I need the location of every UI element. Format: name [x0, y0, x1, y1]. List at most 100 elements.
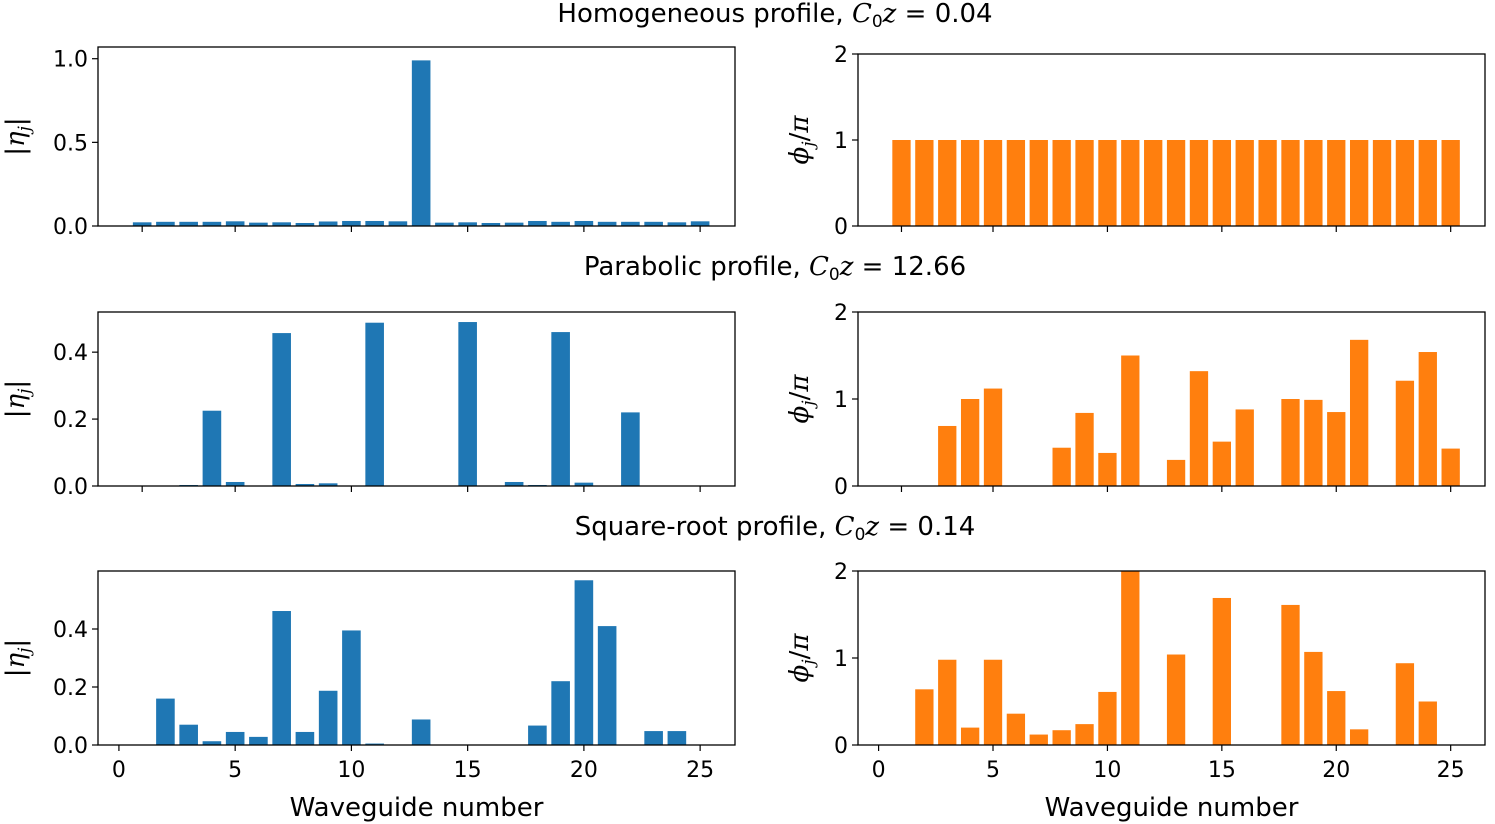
bar-row1-right-7	[1029, 140, 1048, 226]
bar-row1-left-4	[202, 221, 222, 226]
bar-row1-right-12	[1144, 140, 1163, 226]
xtick-label-row3-right-4: 20	[1322, 758, 1350, 783]
bar-row1-left-3	[179, 221, 198, 226]
ytick-label-row2-right-0: 0	[834, 475, 848, 500]
bar-row1-right-10	[1098, 140, 1117, 226]
bar-row3-right-2	[915, 689, 934, 745]
bar-row1-left-17	[504, 222, 524, 226]
ytick-label-row1-right-1: 1	[834, 129, 848, 154]
bar-row2-right-16	[1235, 409, 1254, 486]
bar-row3-right-3	[938, 659, 957, 745]
bar-row2-right-13	[1166, 459, 1186, 486]
bar-row3-left-3	[179, 724, 198, 745]
bar-row1-right-6	[1006, 140, 1026, 226]
ytick-label-row2-left-2: 0.4	[53, 341, 88, 366]
bar-row2-left-22	[621, 412, 640, 486]
bar-row3-left-20	[574, 580, 594, 745]
ytick-label-row1-right-0: 0	[834, 215, 848, 240]
bar-row2-right-18	[1281, 399, 1300, 486]
bar-row1-right-14	[1189, 140, 1209, 226]
bar-row1-left-1	[132, 222, 152, 226]
xlabel-row3-left: Waveguide number	[290, 793, 544, 823]
xtick-label-row3-right-3: 15	[1208, 758, 1236, 783]
panel-row2-right: 0 1 2 ϕj/π	[785, 301, 1486, 500]
bar-row2-right-9	[1075, 412, 1094, 486]
bar-row1-right-2	[915, 140, 934, 226]
bar-row1-right-18	[1281, 140, 1300, 226]
row-title-3: Square-root profile, C0z = 0.14	[575, 512, 976, 545]
xtick-label-row3-right-1: 5	[986, 758, 1000, 783]
bar-row3-right-5	[983, 659, 1003, 745]
bar-row1-left-6	[249, 222, 268, 226]
bar-row3-left-9	[318, 690, 338, 745]
bar-row1-right-20	[1327, 140, 1346, 226]
ytick-label-row2-left-1: 0.2	[53, 408, 88, 433]
bar-row3-right-23	[1395, 663, 1415, 745]
bar-row1-left-10	[342, 220, 361, 226]
bar-row2-right-8	[1052, 447, 1071, 486]
ylabel-row1-left: |ηj|	[1, 117, 35, 155]
bar-row3-right-21	[1349, 729, 1369, 745]
bar-row3-right-7	[1029, 734, 1048, 745]
xtick-label-row3-right-2: 10	[1093, 758, 1121, 783]
bar-row3-left-2	[156, 698, 175, 745]
bar-row3-right-9	[1075, 724, 1094, 745]
bar-row2-right-10	[1098, 452, 1117, 486]
bar-row2-left-5	[225, 481, 245, 486]
bar-row1-right-19	[1304, 140, 1323, 226]
bar-row1-right-8	[1052, 140, 1071, 226]
bar-row1-right-11	[1121, 140, 1140, 226]
bar-row1-right-17	[1258, 140, 1277, 226]
bar-row1-right-3	[938, 140, 957, 226]
panel-row2-left: 0.0 0.2 0.4 |ηj|	[1, 311, 736, 500]
bar-row1-right-4	[960, 140, 980, 226]
bar-row1-right-24	[1418, 140, 1437, 226]
bar-row1-left-14	[435, 222, 454, 226]
bar-row3-left-24	[667, 731, 687, 745]
bar-row1-right-22	[1372, 140, 1392, 226]
bar-row3-left-5	[225, 731, 245, 745]
axes-frame-row2-left	[97, 311, 736, 487]
bar-row3-left-7	[272, 611, 291, 745]
bar-row1-left-12	[388, 221, 408, 226]
ytick-label-row3-left-2: 0.4	[53, 618, 88, 643]
bar-row2-right-21	[1349, 339, 1369, 486]
ytick-label-row3-right-0: 0	[834, 734, 848, 759]
ytick-label-row1-left-1: 0.5	[53, 131, 88, 156]
bar-row1-left-19	[551, 221, 570, 226]
bar-row2-right-3	[938, 425, 957, 486]
ytick-label-row1-left-0: 0.0	[53, 215, 88, 240]
ytick-label-row3-right-1: 1	[834, 647, 848, 672]
bar-row3-left-21	[597, 626, 617, 745]
bar-row2-right-14	[1189, 371, 1209, 486]
xlabel-row3-right: Waveguide number	[1045, 793, 1299, 823]
bar-row3-right-11	[1121, 571, 1140, 745]
bar-row1-right-9	[1075, 140, 1094, 226]
bar-row3-right-6	[1006, 713, 1026, 745]
chart-panels: 0.0 0.5 1.0 |ηj| 0 1 2 ϕj/π 0.0 0.2 0.4 |ηj| 0 1 2 ϕj/π…	[1, 43, 1486, 823]
ytick-label-row3-left-1: 0.2	[53, 676, 88, 701]
axes-frame-row3-left	[97, 570, 736, 746]
bar-row3-right-18	[1281, 604, 1300, 745]
bar-row2-right-15	[1212, 441, 1231, 486]
ylabel-row2-right: ϕj/π	[785, 374, 819, 424]
bar-row2-left-20	[574, 482, 594, 486]
bar-row1-right-1	[892, 140, 911, 226]
bar-row1-left-13	[411, 60, 431, 226]
bar-row2-left-8	[295, 483, 315, 486]
panel-row3-left: 0.0 0.2 0.4 0 5 10 15 20 25 |ηj| Waveguide number	[1, 570, 736, 823]
bar-row1-right-13	[1166, 140, 1186, 226]
ylabel-row1-right: ϕj/π	[785, 115, 819, 165]
bar-row3-left-23	[644, 731, 663, 745]
xtick-label-row3-right-5: 25	[1437, 758, 1465, 783]
bar-row1-left-7	[272, 222, 291, 226]
xtick-label-row3-left-1: 5	[228, 758, 242, 783]
ytick-label-row2-left-0: 0.0	[53, 475, 88, 500]
bar-row3-left-19	[551, 681, 570, 745]
bar-row1-right-21	[1349, 140, 1369, 226]
bar-row1-left-24	[667, 222, 687, 226]
ytick-label-row3-right-2: 2	[834, 560, 848, 585]
bar-row1-right-16	[1235, 140, 1254, 226]
